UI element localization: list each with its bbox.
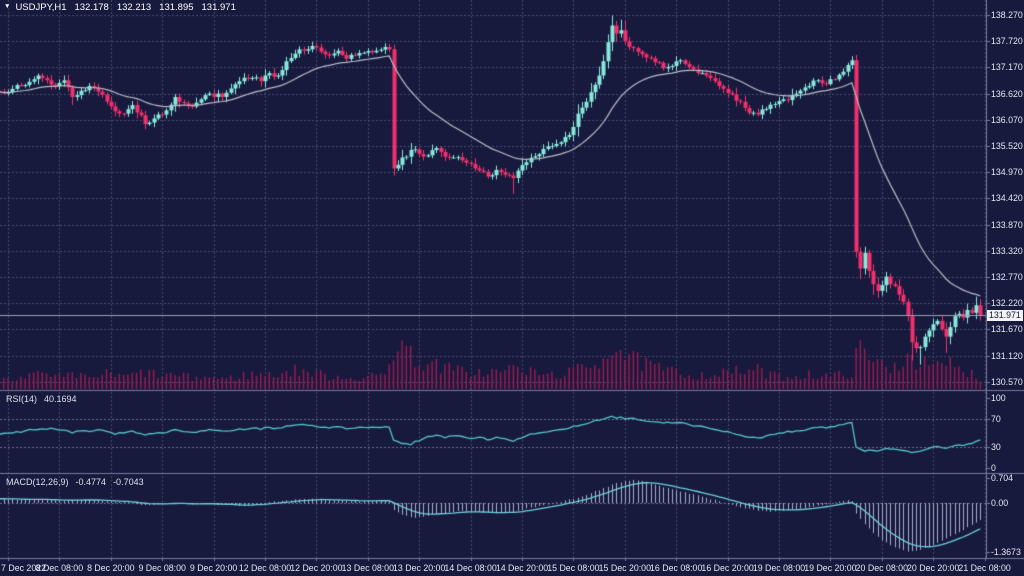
- price-axis-label: 130.570: [991, 376, 1023, 387]
- time-axis-label: 16 Dec 20:00: [701, 563, 754, 573]
- price-axis-label: 133.870: [991, 219, 1023, 230]
- time-axis-label: 19 Dec 20:00: [804, 563, 857, 573]
- macd-axis-label: 0.704: [991, 473, 1014, 483]
- price-axis-label: 134.420: [991, 193, 1023, 204]
- macd-signal-value: -0.7043: [113, 477, 144, 487]
- current-price-tag: 131.971: [987, 309, 1023, 321]
- price-axis-label: 134.970: [991, 167, 1023, 178]
- price-axis-label: 138.270: [991, 10, 1023, 20]
- rsi-axis-label: 70: [991, 414, 1001, 424]
- price-axis-label: 133.320: [991, 245, 1023, 256]
- price-axis-label: 135.520: [991, 141, 1023, 152]
- time-axis-label: 14 Dec 08:00: [444, 563, 497, 573]
- time-axis-label: 14 Dec 20:00: [495, 563, 549, 573]
- macd-name: MACD(12,26,9): [6, 477, 69, 487]
- time-axis-label: 12 Dec 08:00: [238, 563, 292, 573]
- time-axis-label: 9 Dec 20:00: [189, 563, 238, 573]
- rsi-axis-label: 0: [991, 463, 996, 473]
- price-axis-label: 136.070: [991, 114, 1023, 125]
- price-axis-label: 132.770: [991, 272, 1023, 283]
- rsi-indicator-label: RSI(14) 40.1694: [6, 394, 77, 404]
- time-axis-label: 8 Dec 08:00: [35, 563, 84, 573]
- time-axis-label: 8 Dec 20:00: [87, 563, 135, 573]
- time-axis-label: 9 Dec 08:00: [138, 563, 186, 573]
- title-symbol-timeframe: USDJPY,H1: [15, 2, 67, 13]
- macd-value: -0.4774: [75, 477, 107, 487]
- price-axis-label: 136.620: [991, 88, 1023, 99]
- macd-axis-label: 0.00: [991, 498, 1009, 508]
- title-low-value: 131.895: [159, 2, 194, 13]
- rsi-name: RSI(14): [6, 394, 38, 404]
- rsi-axis-label: 30: [991, 442, 1001, 452]
- price-axis-label: 132.220: [991, 298, 1023, 309]
- price-axis-label: 137.170: [991, 62, 1023, 73]
- rsi-value: 40.1694: [44, 394, 77, 404]
- time-axis-label: 15 Dec 08:00: [547, 563, 600, 573]
- time-axis-label: 21 Dec 08:00: [958, 563, 1011, 573]
- chart-title: ▼ USDJPY,H1 132.178 132.213 131.895 131.…: [4, 2, 236, 13]
- time-axis-label: 7 Dec 2022: [1, 563, 46, 573]
- price-axis-label: 131.670: [991, 324, 1023, 335]
- time-axis-label: 13 Dec 20:00: [393, 563, 446, 573]
- time-axis-label: 16 Dec 08:00: [650, 563, 703, 573]
- rsi-axis-label: 100: [991, 393, 1006, 403]
- title-high-value: 132.213: [116, 2, 152, 13]
- price-axis-label: 131.120: [991, 350, 1023, 361]
- symbol-dropdown-icon[interactable]: ▼: [4, 3, 11, 10]
- time-axis-label: 15 Dec 20:00: [598, 563, 651, 573]
- time-axis-label: 12 Dec 20:00: [290, 563, 343, 573]
- time-axis-label: 20 Dec 20:00: [907, 563, 960, 573]
- title-open-value: 132.178: [74, 2, 109, 13]
- price-axis-label: 137.720: [991, 36, 1023, 47]
- time-axis-label: 13 Dec 08:00: [341, 563, 394, 573]
- macd-axis-label: -1.3673: [991, 546, 1021, 557]
- title-close-value: 131.971: [201, 2, 236, 13]
- macd-indicator-label: MACD(12,26,9) -0.4774 -0.7043: [6, 477, 144, 487]
- time-axis-label: 19 Dec 08:00: [752, 563, 806, 573]
- time-axis-label: 20 Dec 08:00: [855, 563, 908, 573]
